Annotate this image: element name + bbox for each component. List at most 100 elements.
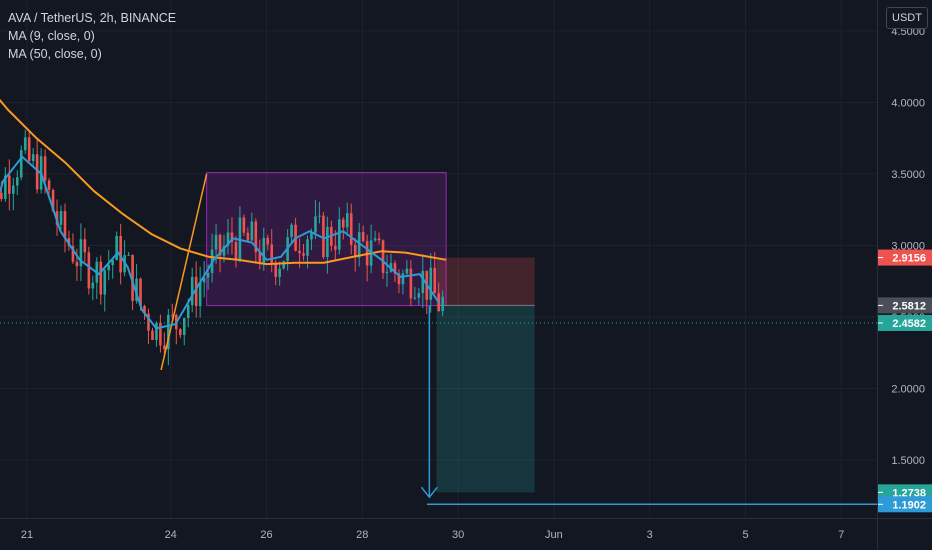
candle-body xyxy=(79,239,83,267)
y-tick-label: 1.5000 xyxy=(891,455,925,467)
candle-body xyxy=(87,252,91,289)
candle-body xyxy=(71,246,75,262)
candle-body xyxy=(143,305,146,314)
candle-body xyxy=(258,252,262,265)
candle-body xyxy=(278,268,281,277)
candle-body xyxy=(401,273,405,285)
candle-body xyxy=(274,262,277,277)
candle-body xyxy=(393,263,397,274)
candle-body xyxy=(107,265,111,271)
candle-body xyxy=(318,215,321,217)
candle-body xyxy=(202,277,206,283)
candle-body xyxy=(405,268,409,274)
candle-body xyxy=(226,232,230,246)
price-tag[interactable]: 2.5812 xyxy=(878,297,932,314)
candle-body xyxy=(397,273,401,285)
ma50-line[interactable] xyxy=(0,81,447,266)
x-tick-label: Jun xyxy=(545,529,563,541)
candle-body xyxy=(385,271,389,273)
y-tick-label: 4.0000 xyxy=(891,98,925,110)
candle-body xyxy=(290,224,293,238)
candle-body xyxy=(27,137,31,161)
price-tag[interactable]: 2.9156 xyxy=(878,249,932,266)
candle-body xyxy=(238,217,242,260)
candle-body xyxy=(345,213,349,228)
price-tag[interactable]: 2.4582 xyxy=(878,314,932,331)
candle-body xyxy=(8,175,11,194)
candle-body xyxy=(186,305,190,319)
stop-zone[interactable] xyxy=(436,257,535,306)
candle-body xyxy=(178,329,182,336)
candle-body xyxy=(429,267,433,300)
projection-arrow[interactable] xyxy=(420,305,438,499)
grid xyxy=(0,0,877,518)
candle-body xyxy=(349,213,353,245)
candle-body xyxy=(167,314,170,350)
candle-body xyxy=(250,221,254,241)
candle-body xyxy=(151,330,154,341)
candle-body xyxy=(242,217,246,233)
impulse-line[interactable] xyxy=(160,173,208,371)
candle-body xyxy=(182,318,186,336)
candle-body xyxy=(155,322,158,341)
ma9-line[interactable] xyxy=(0,155,440,330)
svg-text:1.1902: 1.1902 xyxy=(892,499,926,511)
candle-body xyxy=(47,180,51,191)
candle-body xyxy=(409,268,413,299)
candle-body xyxy=(306,239,309,256)
legend-ma9[interactable]: MA (9, close, 0) xyxy=(8,29,95,43)
candle-body xyxy=(83,239,87,253)
candle-body xyxy=(334,245,337,250)
legend-symbol[interactable]: AVA / TetherUS, 2h, BINANCE xyxy=(8,11,177,25)
candle-body xyxy=(75,261,79,267)
x-tick-label: 3 xyxy=(647,529,653,541)
candle-body xyxy=(91,282,95,289)
candle-body xyxy=(381,240,385,273)
candle-body xyxy=(147,313,150,331)
candle-body xyxy=(353,244,357,258)
candle-body xyxy=(159,322,162,346)
candle-body xyxy=(298,250,301,254)
candle-body xyxy=(35,154,39,190)
candle-body xyxy=(421,270,425,294)
svg-text:2.5812: 2.5812 xyxy=(892,300,926,312)
candle-body xyxy=(322,215,325,258)
x-tick-label: 26 xyxy=(260,529,272,541)
candle-body xyxy=(163,345,166,350)
candles xyxy=(0,129,444,366)
candle-body xyxy=(139,278,142,306)
candle-body xyxy=(357,232,361,258)
candle-body xyxy=(230,232,234,243)
candle-body xyxy=(361,232,365,242)
candle-body xyxy=(119,236,122,273)
x-tick-label: 30 xyxy=(452,529,464,541)
svg-text:2.9156: 2.9156 xyxy=(892,253,926,265)
legend-ma50[interactable]: MA (50, close, 0) xyxy=(8,47,102,61)
target-zone[interactable] xyxy=(436,305,535,493)
price-tag[interactable]: 1.1902 xyxy=(878,496,932,513)
candle-body xyxy=(135,278,138,301)
candle-body xyxy=(338,219,341,250)
candle-body xyxy=(341,219,345,228)
y-tick-label: 3.0000 xyxy=(891,241,925,253)
candle-body xyxy=(310,232,313,240)
x-tick-label: 21 xyxy=(21,529,33,541)
currency-unit-button[interactable]: USDT xyxy=(886,7,928,29)
candle-body xyxy=(194,276,198,307)
candle-body xyxy=(433,267,437,294)
candle-body xyxy=(417,293,421,298)
candle-body xyxy=(4,175,7,199)
candle-body xyxy=(302,253,305,256)
candle-body xyxy=(262,237,266,265)
candle-body xyxy=(127,254,130,256)
y-tick-label: 3.5000 xyxy=(891,169,925,181)
candle-body xyxy=(103,270,107,295)
candle-body xyxy=(254,221,258,253)
candle-body xyxy=(246,232,250,241)
candle-body xyxy=(131,254,134,301)
candle-body xyxy=(115,236,118,261)
candle-body xyxy=(171,314,174,316)
x-tick-label: 5 xyxy=(742,529,748,541)
candle-body xyxy=(31,154,35,161)
